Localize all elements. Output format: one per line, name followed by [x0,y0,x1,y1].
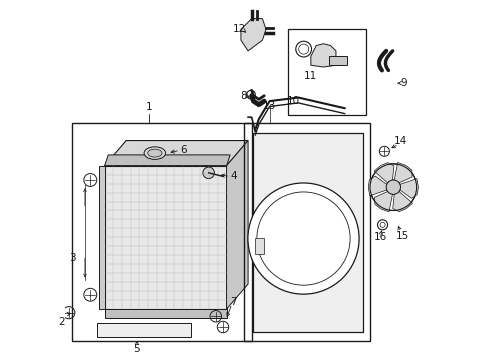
Circle shape [386,180,400,194]
Text: 9: 9 [400,78,407,88]
Circle shape [369,164,416,211]
Circle shape [295,41,311,57]
Text: 16: 16 [373,232,386,242]
Text: 4: 4 [230,171,237,181]
Text: 10: 10 [286,96,299,106]
Ellipse shape [144,147,165,159]
Circle shape [246,90,255,99]
Ellipse shape [147,149,162,157]
Text: 15: 15 [395,231,408,240]
Text: 1: 1 [146,102,152,112]
Polygon shape [104,155,230,166]
Polygon shape [226,140,247,309]
Text: 5: 5 [133,343,140,354]
Circle shape [386,180,400,194]
Text: 3: 3 [69,253,76,263]
Polygon shape [104,166,226,309]
Bar [97,323,190,337]
Polygon shape [373,163,393,183]
Circle shape [377,220,387,230]
Text: 11: 11 [304,71,317,81]
Text: 14: 14 [393,136,407,145]
Polygon shape [310,44,335,67]
Bar [244,123,369,341]
Polygon shape [367,176,386,196]
Circle shape [298,44,308,54]
Polygon shape [399,179,418,198]
Polygon shape [104,309,226,318]
Polygon shape [374,192,392,212]
Circle shape [203,167,214,179]
Circle shape [256,192,349,285]
Text: 8: 8 [240,91,246,101]
Text: 2: 2 [58,317,65,327]
Polygon shape [241,19,265,51]
Text: 6: 6 [180,144,186,154]
Polygon shape [392,192,412,212]
Polygon shape [253,134,362,332]
Circle shape [247,183,358,294]
Text: 12: 12 [232,24,245,35]
Polygon shape [393,162,411,183]
Polygon shape [99,166,104,309]
Circle shape [379,222,384,227]
Bar [72,123,251,341]
Polygon shape [104,140,247,166]
Circle shape [389,184,396,191]
Polygon shape [328,56,346,65]
Bar [255,238,264,254]
Text: 13: 13 [263,102,276,112]
Bar [287,30,366,116]
Text: 7: 7 [230,297,237,307]
